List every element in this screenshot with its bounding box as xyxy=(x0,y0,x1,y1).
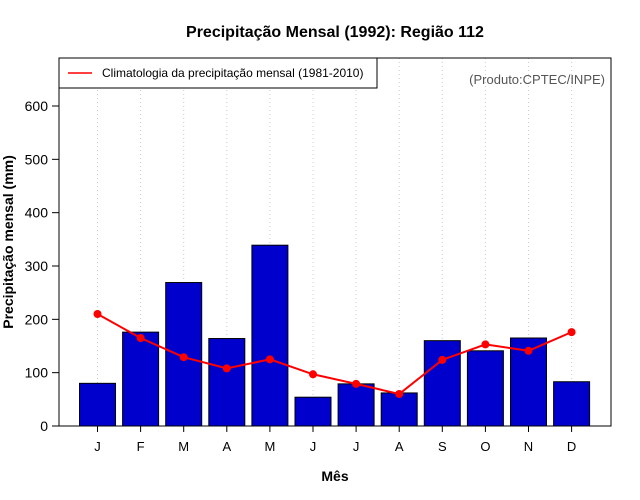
y-tick-label: 500 xyxy=(25,151,49,167)
credit-text: (Produto:CPTEC/INPE) xyxy=(469,72,605,87)
legend-entry-climatology: Climatologia da precipitação mensal (198… xyxy=(102,66,363,80)
y-axis-title: Precipitação mensal (mm) xyxy=(0,155,16,329)
x-tick-label: M xyxy=(178,439,189,454)
x-tick-label: J xyxy=(310,439,317,454)
x-axis-title: Mês xyxy=(321,468,348,484)
x-tick-label: A xyxy=(395,439,404,454)
climatology-point-3 xyxy=(222,364,231,373)
y-axis: 0 100 200 300 400 500 600 xyxy=(25,98,59,434)
climatology-point-2 xyxy=(179,353,188,362)
bar-1 xyxy=(122,331,160,427)
x-tick-label: J xyxy=(94,439,101,454)
climatology-point-10 xyxy=(524,346,533,355)
climatology-point-9 xyxy=(481,340,490,349)
bar-11 xyxy=(553,381,591,427)
climatology-point-1 xyxy=(136,334,145,342)
y-tick-label: 100 xyxy=(25,365,49,381)
x-tick-label: N xyxy=(524,439,533,454)
climatology-point-7 xyxy=(395,390,404,398)
climatology-polyline xyxy=(97,313,572,396)
y-tick-label: 200 xyxy=(25,311,49,327)
y-tick-label: 400 xyxy=(25,205,49,221)
x-tick-label: F xyxy=(137,439,145,454)
climatology-point-4 xyxy=(265,355,274,364)
climatology-point-11 xyxy=(567,328,576,337)
climatology-point-6 xyxy=(352,379,361,388)
bar-6 xyxy=(337,383,375,427)
x-tick-label: D xyxy=(567,439,576,454)
climatology-point-0 xyxy=(93,310,102,318)
x-tick-label: J xyxy=(353,439,360,454)
y-tick-label: 600 xyxy=(25,98,49,114)
x-tick-label: O xyxy=(480,439,490,454)
climatology-line xyxy=(93,310,576,398)
bar-4 xyxy=(251,244,289,427)
x-tick-label: A xyxy=(222,439,231,454)
bar-8 xyxy=(423,340,461,427)
legend-box xyxy=(58,57,378,89)
y-tick-label: 300 xyxy=(25,258,49,274)
x-tick-label: M xyxy=(264,439,275,454)
bars xyxy=(79,244,591,427)
y-tick-label: 0 xyxy=(40,418,48,434)
climatology-point-8 xyxy=(438,355,447,364)
chart-title: Precipitação Mensal (1992): Região 112 xyxy=(186,24,484,41)
grid-lines xyxy=(97,58,573,426)
bar-3 xyxy=(208,338,246,427)
bar-9 xyxy=(466,350,504,427)
climatology-point-5 xyxy=(309,370,317,379)
bar-0 xyxy=(79,382,116,427)
bar-5 xyxy=(294,396,332,427)
legend: Climatologia da precipitação mensal (198… xyxy=(58,57,378,89)
x-tick-label: S xyxy=(438,439,447,454)
